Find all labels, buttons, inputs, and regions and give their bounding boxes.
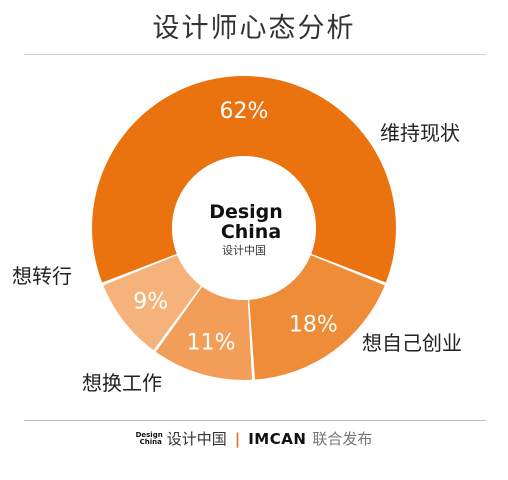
- footer-site: 设计中国: [166, 430, 227, 448]
- slice-category-label: 想转行: [12, 264, 72, 288]
- slice-startup: [249, 255, 385, 380]
- donut-chart: 62% 维持现状 18% 想自己创业 11% 想换工作 9% 想转行 Design China…: [12, 76, 462, 395]
- slice-value-label: 62%: [220, 99, 269, 124]
- design-china-logo: Design China 设计中国: [209, 201, 283, 257]
- slice-value-label: 18%: [289, 312, 338, 337]
- slice-change-job: [155, 286, 253, 380]
- footer-logo-line2: China: [139, 437, 162, 446]
- footer-partner: IMCAN: [248, 429, 307, 448]
- slice-value-label: 11%: [187, 330, 236, 355]
- slice-category-label: 想换工作: [82, 371, 162, 395]
- title-divider: [24, 54, 486, 55]
- footer: Design China 设计中国 | IMCAN 联合发布: [0, 428, 508, 449]
- footer-divider: [24, 420, 486, 421]
- logo-line-china: China: [221, 221, 281, 243]
- footer-design-china-logo: Design China: [135, 430, 163, 446]
- logo-subtitle: 设计中国: [222, 244, 266, 257]
- slice-change-career: [103, 255, 202, 351]
- donut-hole: [172, 156, 316, 300]
- chart-title: 设计师心态分析: [152, 13, 356, 44]
- slice-category-label: 维持现状: [380, 121, 460, 145]
- footer-separator: |: [234, 429, 241, 448]
- logo-line-design: Design: [209, 201, 283, 223]
- footer-publish: 联合发布: [312, 430, 373, 448]
- slice-maintain: [91, 76, 396, 283]
- footer-logo-line1: Design: [135, 430, 163, 439]
- slice-category-label: 想自己创业: [362, 331, 462, 355]
- slice-value-label: 9%: [133, 289, 168, 314]
